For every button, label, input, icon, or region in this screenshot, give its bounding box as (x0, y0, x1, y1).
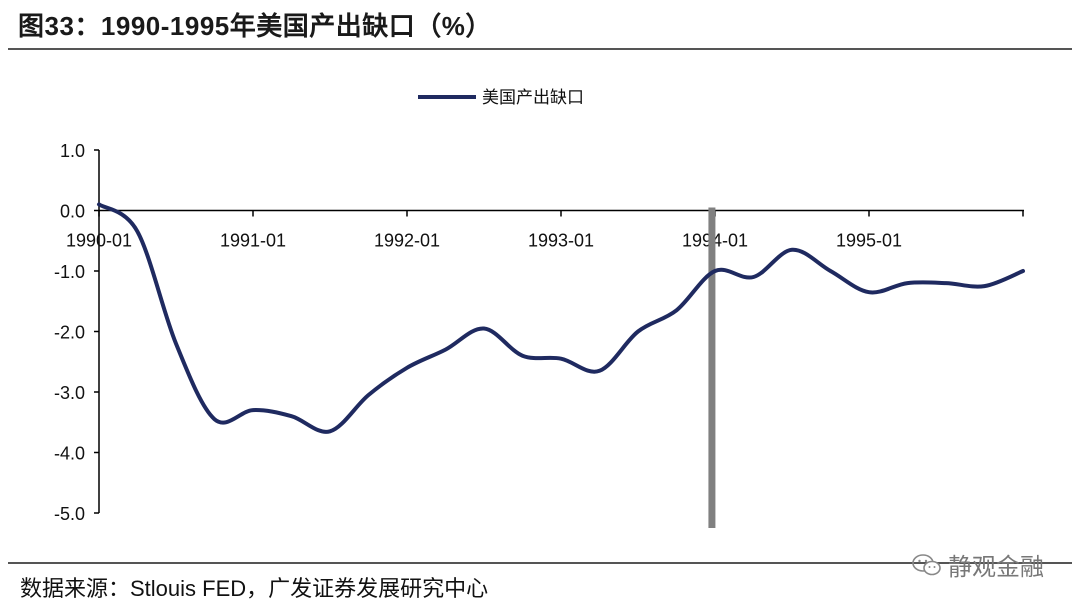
y-tick-label: -3.0 (54, 383, 85, 403)
y-tick-label: 0.0 (60, 202, 85, 222)
top-divider (8, 48, 1072, 50)
watermark-text: 静观金融 (948, 554, 1044, 581)
legend: 美国产出缺口 (418, 88, 584, 108)
x-tick-label: 1992-01 (374, 231, 440, 251)
x-tick-label: 1993-01 (528, 231, 594, 251)
wechat-icon (912, 553, 941, 575)
line-chart: 美国产出缺口 1.0 0.0 -1.0 -2.0 -3.0 -4.0 -5.0 1990-0… (54, 88, 1025, 528)
watermark: 静观金融 (912, 547, 1044, 582)
x-tick-label: 1995-01 (836, 231, 902, 251)
x-tick-label: 1991-01 (220, 231, 286, 251)
legend-label-series-1: 美国产出缺口 (482, 88, 584, 108)
series-line-output-gap (97, 202, 1025, 434)
y-axis: 1.0 0.0 -1.0 -2.0 -3.0 -4.0 -5.0 (54, 141, 100, 524)
bottom-divider (8, 562, 1072, 564)
y-tick-label: -1.0 (54, 262, 85, 282)
source-note: 数据来源：Stlouis FED，广发证券发展研究中心 (20, 576, 489, 601)
y-tick-label: 1.0 (60, 141, 85, 161)
x-axis: 1990-011991-011992-011993-011994-011995-… (66, 209, 1024, 251)
y-tick-label: -5.0 (54, 504, 85, 524)
x-tick-label: 1990-01 (66, 231, 132, 251)
chart-title: 图33：1990-1995年美国产出缺口（%） (18, 11, 492, 41)
y-tick-label: -4.0 (54, 444, 85, 464)
y-tick-label: -2.0 (54, 323, 85, 343)
